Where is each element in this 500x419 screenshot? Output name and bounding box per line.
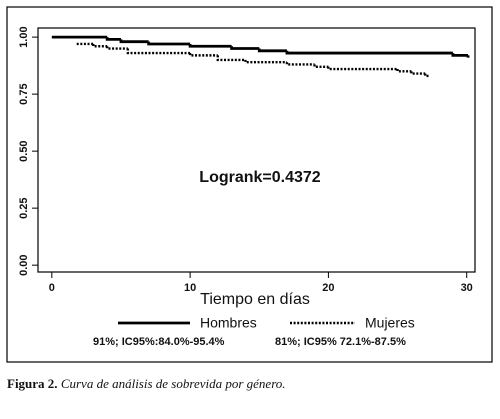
legend-note: 81%; IC95% 72.1%-87.5% bbox=[275, 336, 406, 348]
figure-border bbox=[6, 6, 493, 363]
x-tick-label: 20 bbox=[322, 282, 334, 294]
survival-step bbox=[424, 73, 430, 78]
survival-step bbox=[105, 46, 128, 50]
legend-label: Mujeres bbox=[365, 315, 415, 331]
logrank-annotation: Logrank=0.4372 bbox=[199, 169, 321, 186]
y-tick-label: 1.00 bbox=[18, 26, 30, 47]
survival-step bbox=[105, 37, 121, 41]
plot-frame bbox=[37, 27, 476, 273]
survival-step bbox=[147, 41, 191, 46]
caption: Figura 2. Curva de análisis de sobrevida… bbox=[7, 376, 286, 391]
x-tick-label: 10 bbox=[184, 282, 196, 294]
survival-step bbox=[451, 53, 469, 57]
y-tick-label: 0.50 bbox=[18, 140, 30, 161]
y-tick-label: 0.75 bbox=[18, 83, 30, 104]
survival-step bbox=[188, 53, 218, 57]
x-axis-label: Tiempo en días bbox=[200, 291, 310, 308]
survival-step bbox=[285, 50, 453, 55]
survival-step bbox=[410, 71, 426, 75]
survival-step bbox=[92, 43, 108, 48]
caption-label: Figura 2. bbox=[7, 376, 58, 391]
x-tick-label: 30 bbox=[461, 282, 473, 294]
survival-step bbox=[126, 48, 191, 55]
survival-step bbox=[285, 62, 315, 66]
y-tick-label: 0.00 bbox=[18, 254, 30, 275]
survival-step bbox=[396, 69, 412, 73]
legend-label: Hombres bbox=[200, 315, 257, 331]
caption-text: Curva de análisis de sobrevida por géner… bbox=[61, 376, 286, 391]
survival-step bbox=[327, 66, 398, 71]
x-tick-label: 0 bbox=[49, 282, 55, 294]
survival-step bbox=[244, 59, 287, 64]
y-tick-label: 0.25 bbox=[18, 197, 30, 218]
survival-step bbox=[257, 48, 287, 53]
survival-step bbox=[216, 55, 246, 62]
survival-step bbox=[119, 39, 149, 44]
survival-step bbox=[188, 43, 232, 48]
legend-note: 91%; IC95%:84.0%-95.4% bbox=[93, 336, 225, 348]
survival-step bbox=[230, 46, 260, 50]
survival-step bbox=[313, 64, 329, 68]
